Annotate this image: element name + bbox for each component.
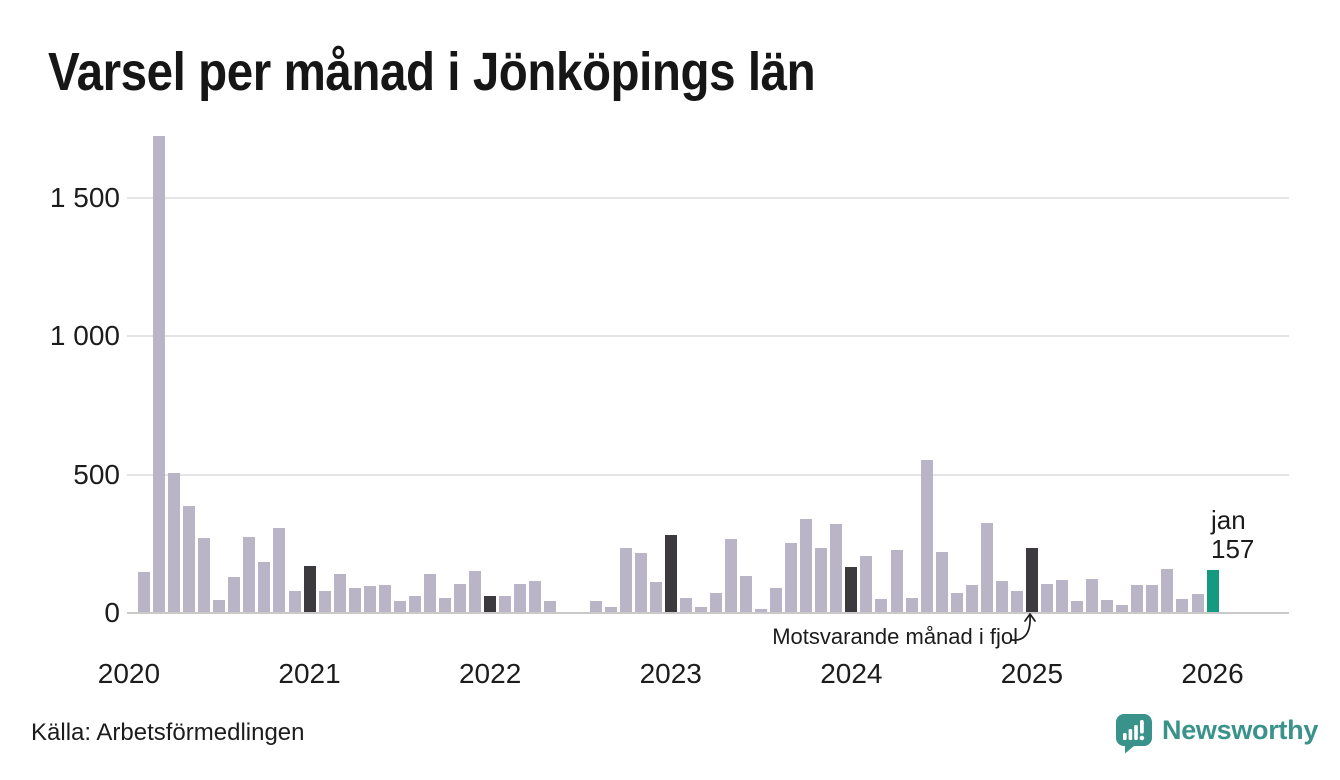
bar-2025-10 xyxy=(1161,569,1174,613)
bar-2020-12 xyxy=(288,590,301,613)
bar-2024-08 xyxy=(950,593,963,613)
bar-2021-12 xyxy=(469,570,482,613)
bar-2022-10 xyxy=(619,547,632,613)
gridline-500 xyxy=(127,473,1289,476)
bar-2022-01 xyxy=(484,596,497,613)
bar-2023-02 xyxy=(679,597,692,613)
bar-2023-10 xyxy=(800,519,813,613)
plot-area xyxy=(127,133,1289,614)
x-tick-label-2020: 2020 xyxy=(97,658,161,689)
bar-2022-05 xyxy=(544,601,557,613)
current-bar-value: 157 xyxy=(1211,534,1255,564)
bar-2023-05 xyxy=(724,539,737,613)
bar-2023-01 xyxy=(664,534,677,613)
y-tick-label-500: 500 xyxy=(73,458,120,490)
y-tick-label-0: 0 xyxy=(104,597,120,628)
bar-2023-04 xyxy=(709,593,722,613)
x-tick-label-2021: 2021 xyxy=(278,658,341,689)
bar-2023-11 xyxy=(815,548,828,613)
bar-2022-03 xyxy=(514,583,527,613)
gridline-1500 xyxy=(127,197,1289,200)
bar-2024-04 xyxy=(890,550,903,613)
bar-2022-09 xyxy=(604,606,617,613)
y-tick-label-1500: 1 500 xyxy=(49,182,120,214)
bar-2023-06 xyxy=(740,575,752,613)
bar-2025-09 xyxy=(1146,585,1159,613)
bar-2021-08 xyxy=(408,596,421,613)
bar-2023-03 xyxy=(694,607,707,613)
bar-2025-05 xyxy=(1086,579,1099,613)
current-bar-month: jan xyxy=(1211,505,1246,535)
bar-2022-12 xyxy=(649,581,662,613)
x-tick-label-2024: 2024 xyxy=(820,658,883,689)
bar-2020-03 xyxy=(153,136,166,613)
bar-2020-11 xyxy=(273,528,286,613)
bar-2024-06 xyxy=(920,459,933,613)
bar-2020-10 xyxy=(258,562,271,613)
gridline-1000 xyxy=(127,335,1289,338)
curved-arrow-icon xyxy=(1011,613,1036,641)
bar-2021-03 xyxy=(333,574,346,613)
bar-2023-12 xyxy=(830,524,843,613)
newsworthy-wordmark: Newsworthy xyxy=(1162,714,1319,745)
bar-2024-09 xyxy=(965,585,978,613)
bar-2023-08 xyxy=(770,588,783,613)
bar-2021-10 xyxy=(439,598,451,613)
newsworthy-logo: Newsworthy xyxy=(1115,712,1318,754)
bar-2024-11 xyxy=(995,581,1008,613)
bar-2020-09 xyxy=(243,536,256,613)
bar-2020-06 xyxy=(198,537,211,613)
x-tick-label-2023: 2023 xyxy=(639,658,702,689)
bar-2025-11 xyxy=(1176,598,1189,613)
chart-title: Varsel per månad i Jönköpings län xyxy=(48,42,816,102)
x-tick-label-2026: 2026 xyxy=(1181,658,1244,689)
bar-2025-04 xyxy=(1071,600,1084,613)
bar-2022-08 xyxy=(589,601,602,613)
x-tick-label-2025: 2025 xyxy=(1000,658,1064,689)
bar-2026-01 xyxy=(1206,569,1219,613)
bar-2025-08 xyxy=(1131,584,1144,613)
bar-2021-07 xyxy=(393,600,406,613)
fjol-annotation-text: Motsvarande månad i fjol xyxy=(772,624,1018,649)
current-bar-label: jan 157 xyxy=(1211,506,1254,564)
bar-2024-07 xyxy=(935,552,948,613)
bar-2021-09 xyxy=(423,574,436,613)
bar-2024-03 xyxy=(875,598,888,613)
newsworthy-speech-bubble-chart-icon xyxy=(1116,713,1152,753)
bar-2023-09 xyxy=(785,542,798,613)
bar-2021-11 xyxy=(454,583,467,613)
x-axis-line xyxy=(127,612,1289,614)
bar-2020-04 xyxy=(168,472,181,613)
bar-2021-05 xyxy=(363,586,376,613)
bar-2025-03 xyxy=(1056,579,1069,613)
bar-2024-01 xyxy=(845,566,858,613)
bar-2023-07 xyxy=(755,609,768,613)
bar-2021-06 xyxy=(378,584,391,613)
bar-2025-06 xyxy=(1101,599,1114,613)
bar-2025-01 xyxy=(1025,548,1038,613)
bar-2024-02 xyxy=(860,556,873,613)
bar-2020-07 xyxy=(213,599,226,613)
bar-2022-04 xyxy=(529,580,542,613)
bar-2025-12 xyxy=(1191,594,1204,613)
bar-2022-02 xyxy=(499,596,512,613)
source-note: Källa: Arbetsförmedlingen xyxy=(31,719,305,746)
bar-2020-08 xyxy=(228,576,241,613)
bar-2024-10 xyxy=(980,522,993,613)
bar-2021-01 xyxy=(303,565,316,613)
bar-2022-11 xyxy=(634,553,647,613)
bar-2025-02 xyxy=(1041,583,1053,613)
bar-2020-05 xyxy=(183,506,196,613)
bar-2020-02 xyxy=(138,571,150,613)
y-tick-label-1000: 1 000 xyxy=(49,320,120,352)
bar-2021-02 xyxy=(318,591,331,613)
bar-2021-04 xyxy=(348,587,361,613)
bar-2024-12 xyxy=(1010,591,1023,613)
x-tick-label-2022: 2022 xyxy=(458,658,522,689)
bar-2024-05 xyxy=(905,597,918,613)
bar-2025-07 xyxy=(1116,604,1129,613)
